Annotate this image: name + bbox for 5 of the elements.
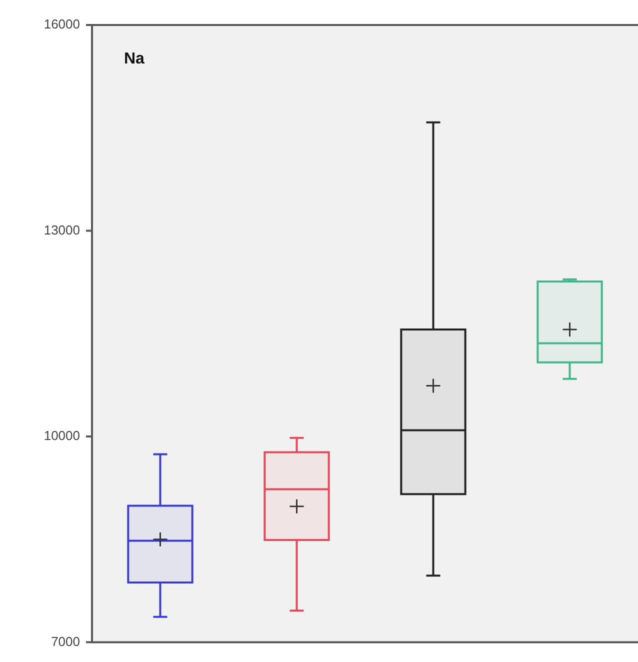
y-tick-label: 13000 [44,222,80,238]
text: Na [124,50,145,68]
y-tick-label: 16000 [44,16,80,32]
y-tick-label: 10000 [44,428,80,444]
y-tick-label: 7000 [51,634,80,649]
